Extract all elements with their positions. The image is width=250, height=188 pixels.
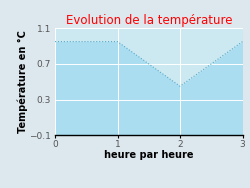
Y-axis label: Température en °C: Température en °C (17, 30, 28, 133)
X-axis label: heure par heure: heure par heure (104, 150, 194, 160)
Title: Evolution de la température: Evolution de la température (66, 14, 232, 27)
